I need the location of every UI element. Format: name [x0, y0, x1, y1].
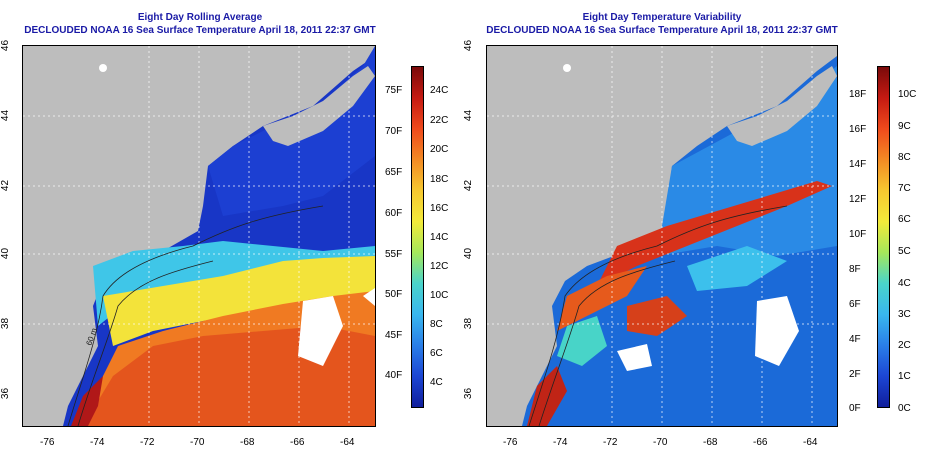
- right-title: Eight Day Temperature Variability DECLOU…: [478, 11, 846, 37]
- right-lon-66: -66: [753, 437, 768, 448]
- left-cbar-c-10: 10C: [430, 290, 449, 301]
- left-lat-46: 46: [0, 39, 12, 52]
- right-cbar-f-14: 14F: [849, 159, 867, 170]
- left-cbar-f-60: 60F: [385, 208, 403, 219]
- right-cbar-c-3: 3C: [898, 309, 911, 320]
- left-title-sub: DECLOUDED NOAA 16 Sea Surface Temperatur…: [24, 25, 376, 36]
- right-lat-46: 46: [463, 39, 475, 52]
- right-lon-74: -74: [553, 437, 568, 448]
- left-cbar-c-18: 18C: [430, 174, 449, 185]
- right-colorbar: [877, 66, 890, 408]
- left-cbar-c-20: 20C: [430, 144, 449, 155]
- right-cbar-f-16: 16F: [849, 124, 867, 135]
- left-lon-76: -76: [40, 437, 55, 448]
- left-cbar-f-55: 55F: [385, 249, 403, 260]
- right-lon-68: -68: [703, 437, 718, 448]
- right-cbar-c-1: 1C: [898, 371, 911, 382]
- left-cbar-f-50: 50F: [385, 289, 403, 300]
- left-title-main: Eight Day Rolling Average: [137, 12, 263, 23]
- right-cbar-c-2: 2C: [898, 340, 911, 351]
- right-lon-76: -76: [503, 437, 518, 448]
- left-lat-36: 36: [0, 387, 12, 400]
- right-cbar-c-0: 0C: [898, 403, 911, 414]
- left-lat-44: 44: [0, 109, 12, 122]
- left-lon-66: -66: [290, 437, 305, 448]
- right-lat-44: 44: [463, 109, 475, 122]
- right-cbar-c-9: 9C: [898, 121, 911, 132]
- left-cbar-f-75: 75F: [385, 85, 403, 96]
- left-lat-38: 38: [0, 317, 12, 330]
- left-cbar-f-70: 70F: [385, 126, 403, 137]
- right-lat-40: 40: [463, 247, 475, 260]
- left-lat-40: 40: [0, 247, 12, 260]
- right-cbar-f-2: 2F: [849, 369, 861, 380]
- right-cbar-c-8: 8C: [898, 152, 911, 163]
- left-lon-74: -74: [90, 437, 105, 448]
- right-cbar-f-8: 8F: [849, 264, 861, 275]
- left-cbar-c-16: 16C: [430, 203, 449, 214]
- left-cbar-c-22: 22C: [430, 115, 449, 126]
- right-cbar-f-0: 0F: [849, 403, 861, 414]
- right-lat-36: 36: [463, 387, 475, 400]
- right-cbar-c-6: 6C: [898, 214, 911, 225]
- right-cbar-f-4: 4F: [849, 334, 861, 345]
- right-cbar-f-10: 10F: [849, 229, 867, 240]
- right-title-sub: DECLOUDED NOAA 16 Sea Surface Temperatur…: [486, 25, 838, 36]
- left-cbar-c-8: 8C: [430, 319, 443, 330]
- left-cbar-f-65: 65F: [385, 167, 403, 178]
- left-cbar-c-6: 6C: [430, 348, 443, 359]
- left-cbar-c-14: 14C: [430, 232, 449, 243]
- right-cbar-f-12: 12F: [849, 194, 867, 205]
- left-lon-72: -72: [140, 437, 155, 448]
- left-title: Eight Day Rolling Average DECLOUDED NOAA…: [20, 11, 380, 37]
- left-colorbar: [411, 66, 424, 408]
- right-cbar-c-7: 7C: [898, 183, 911, 194]
- right-lon-70: -70: [653, 437, 668, 448]
- left-lon-64: -64: [340, 437, 355, 448]
- right-lat-38: 38: [463, 317, 475, 330]
- left-lon-68: -68: [240, 437, 255, 448]
- left-cbar-c-4: 4C: [430, 377, 443, 388]
- right-cbar-c-10: 10C: [898, 89, 917, 100]
- right-cbar-c-5: 5C: [898, 246, 911, 257]
- left-lon-70: -70: [190, 437, 205, 448]
- right-cbar-c-4: 4C: [898, 278, 911, 289]
- left-cbar-f-45: 45F: [385, 330, 403, 341]
- left-map: 60 m: [22, 45, 376, 427]
- left-cbar-f-40: 40F: [385, 370, 403, 381]
- right-lon-64: -64: [803, 437, 818, 448]
- right-title-main: Eight Day Temperature Variability: [582, 12, 742, 23]
- right-cbar-f-6: 6F: [849, 299, 861, 310]
- left-cbar-c-12: 12C: [430, 261, 449, 272]
- right-cbar-f-18: 18F: [849, 89, 867, 100]
- right-lat-42: 42: [463, 179, 475, 192]
- right-lon-72: -72: [603, 437, 618, 448]
- left-lat-42: 42: [0, 179, 12, 192]
- left-cbar-c-24: 24C: [430, 85, 449, 96]
- right-map: [486, 45, 838, 427]
